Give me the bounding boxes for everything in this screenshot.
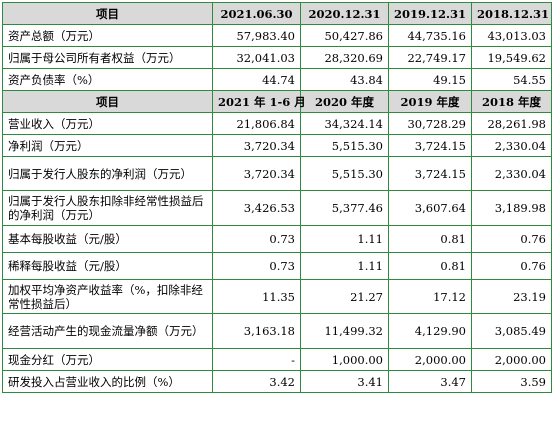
income-header-row: 项目 2021 年 1-6 月 2020 年度 2019 年度 2018 年度 xyxy=(2,90,552,113)
value-cell: 54.55 xyxy=(471,68,552,91)
value-cell: 3,720.34 xyxy=(212,134,301,157)
value-cell: 2,000.00 xyxy=(388,348,472,371)
value-cell: 2,330.04 xyxy=(471,156,552,191)
value-cell: 34,324.14 xyxy=(300,112,389,135)
value-cell: 0.73 xyxy=(212,225,301,253)
row-label: 研发投入占营业收入的比例（%） xyxy=(2,370,213,393)
value-cell: 3,189.98 xyxy=(471,190,552,226)
value-cell: 3.42 xyxy=(212,370,301,393)
value-cell: 0.81 xyxy=(388,252,472,280)
value-cell: 50,427.86 xyxy=(300,24,389,47)
value-cell: 22,749.17 xyxy=(388,46,472,69)
table-row: 现金分红（万元） - 1,000.00 2,000.00 2,000.00 xyxy=(2,348,552,371)
value-cell: 19,549.62 xyxy=(471,46,552,69)
row-label: 归属于母公司所有者权益（万元） xyxy=(2,46,213,69)
value-cell: 57,983.40 xyxy=(212,24,301,47)
value-cell: 30,728.29 xyxy=(388,112,472,135)
value-cell: 17.12 xyxy=(388,279,472,314)
value-cell: 3.41 xyxy=(300,370,389,393)
value-cell: 3.59 xyxy=(471,370,552,393)
value-cell: 1,000.00 xyxy=(300,348,389,371)
table-row: 研发投入占营业收入的比例（%） 3.42 3.41 3.47 3.59 xyxy=(2,370,552,393)
value-cell: 32,041.03 xyxy=(212,46,301,69)
header-cell: 2020 年度 xyxy=(300,90,389,113)
table-row: 资产负债率（%） 44.74 43.84 49.15 54.55 xyxy=(2,68,552,91)
row-label: 资产负债率（%） xyxy=(2,68,213,91)
value-cell: 3,085.49 xyxy=(471,313,552,349)
row-label: 基本每股收益（元/股） xyxy=(2,225,213,253)
header-cell: 项目 xyxy=(2,2,213,25)
row-label: 经营活动产生的现金流量净额（万元） xyxy=(2,313,213,349)
table-row: 稀释每股收益（元/股） 0.73 1.11 0.81 0.76 xyxy=(2,252,552,280)
value-cell: 44.74 xyxy=(212,68,301,91)
financial-data-table: 项目 2021.06.30 2020.12.31 2019.12.31 2018… xyxy=(2,2,552,393)
row-label: 资产总额（万元） xyxy=(2,24,213,47)
row-label: 归属于发行人股东扣除非经常性损益后的净利润（万元） xyxy=(2,190,213,226)
value-cell: 1.11 xyxy=(300,252,389,280)
header-cell: 项目 xyxy=(2,90,213,113)
value-cell: 44,735.16 xyxy=(388,24,472,47)
value-cell: 21,806.84 xyxy=(212,112,301,135)
table-row: 归属于发行人股东的净利润（万元） 3,720.34 5,515.30 3,724… xyxy=(2,156,552,191)
value-cell: 3,724.15 xyxy=(388,134,472,157)
row-label: 稀释每股收益（元/股） xyxy=(2,252,213,280)
value-cell: 2,330.04 xyxy=(471,134,552,157)
value-cell: 5,515.30 xyxy=(300,156,389,191)
row-label: 现金分红（万元） xyxy=(2,348,213,371)
value-cell: 0.76 xyxy=(471,225,552,253)
value-cell: 3.47 xyxy=(388,370,472,393)
row-label: 加权平均净资产收益率（%，扣除非经常性损益后） xyxy=(2,279,213,314)
value-cell: 28,261.98 xyxy=(471,112,552,135)
header-cell: 2020.12.31 xyxy=(300,2,389,25)
value-cell: 43,013.03 xyxy=(471,24,552,47)
value-cell: 21.27 xyxy=(300,279,389,314)
value-cell: 0.81 xyxy=(388,225,472,253)
value-cell: 23.19 xyxy=(471,279,552,314)
header-cell: 2018 年度 xyxy=(471,90,552,113)
value-cell: 3,724.15 xyxy=(388,156,472,191)
value-cell: 43.84 xyxy=(300,68,389,91)
row-label: 归属于发行人股东的净利润（万元） xyxy=(2,156,213,191)
table-row: 加权平均净资产收益率（%，扣除非经常性损益后） 11.35 21.27 17.1… xyxy=(2,279,552,314)
value-cell: 11.35 xyxy=(212,279,301,314)
table-row: 营业收入（万元） 21,806.84 34,324.14 30,728.29 2… xyxy=(2,112,552,135)
table-row: 经营活动产生的现金流量净额（万元） 3,163.18 11,499.32 4,1… xyxy=(2,313,552,349)
value-cell: 5,515.30 xyxy=(300,134,389,157)
table-row: 资产总额（万元） 57,983.40 50,427.86 44,735.16 4… xyxy=(2,24,552,47)
header-cell: 2019 年度 xyxy=(388,90,472,113)
value-cell: 4,129.90 xyxy=(388,313,472,349)
table-row: 基本每股收益（元/股） 0.73 1.11 0.81 0.76 xyxy=(2,225,552,253)
value-cell: 3,720.34 xyxy=(212,156,301,191)
value-cell: 3,163.18 xyxy=(212,313,301,349)
value-cell: 0.76 xyxy=(471,252,552,280)
value-cell: 28,320.69 xyxy=(300,46,389,69)
value-cell: 11,499.32 xyxy=(300,313,389,349)
table-row: 归属于发行人股东扣除非经常性损益后的净利润（万元） 3,426.53 5,377… xyxy=(2,190,552,226)
header-cell: 2021.06.30 xyxy=(212,2,301,25)
value-cell: - xyxy=(212,348,301,371)
value-cell: 3,426.53 xyxy=(212,190,301,226)
row-label: 营业收入（万元） xyxy=(2,112,213,135)
table-row: 净利润（万元） 3,720.34 5,515.30 3,724.15 2,330… xyxy=(2,134,552,157)
balance-header-row: 项目 2021.06.30 2020.12.31 2019.12.31 2018… xyxy=(2,2,552,25)
table-row: 归属于母公司所有者权益（万元） 32,041.03 28,320.69 22,7… xyxy=(2,46,552,69)
value-cell: 1.11 xyxy=(300,225,389,253)
value-cell: 3,607.64 xyxy=(388,190,472,226)
value-cell: 5,377.46 xyxy=(300,190,389,226)
value-cell: 2,000.00 xyxy=(471,348,552,371)
value-cell: 0.73 xyxy=(212,252,301,280)
header-cell: 2021 年 1-6 月 xyxy=(212,90,306,113)
header-cell: 2018.12.31 xyxy=(471,2,552,25)
header-cell: 2019.12.31 xyxy=(388,2,472,25)
value-cell: 49.15 xyxy=(388,68,472,91)
row-label: 净利润（万元） xyxy=(2,134,213,157)
